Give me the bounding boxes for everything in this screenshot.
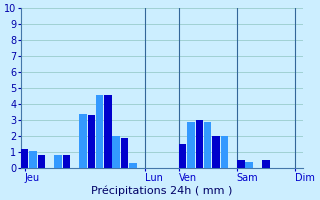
Bar <box>96 95 103 168</box>
Bar <box>54 155 62 168</box>
Bar <box>187 122 195 168</box>
Bar <box>21 149 28 168</box>
Bar <box>262 160 269 168</box>
Bar <box>237 160 245 168</box>
Bar <box>63 155 70 168</box>
Bar <box>29 151 37 168</box>
Bar <box>121 138 128 168</box>
Bar <box>38 155 45 168</box>
Bar <box>129 163 137 168</box>
Bar <box>104 95 112 168</box>
Bar <box>179 144 187 168</box>
Bar <box>204 122 212 168</box>
Bar <box>196 120 203 168</box>
Bar <box>212 136 220 168</box>
Bar <box>79 114 87 168</box>
Bar <box>112 136 120 168</box>
X-axis label: Précipitations 24h ( mm ): Précipitations 24h ( mm ) <box>91 185 233 196</box>
Bar <box>220 136 228 168</box>
Bar <box>87 115 95 168</box>
Bar <box>245 162 253 168</box>
